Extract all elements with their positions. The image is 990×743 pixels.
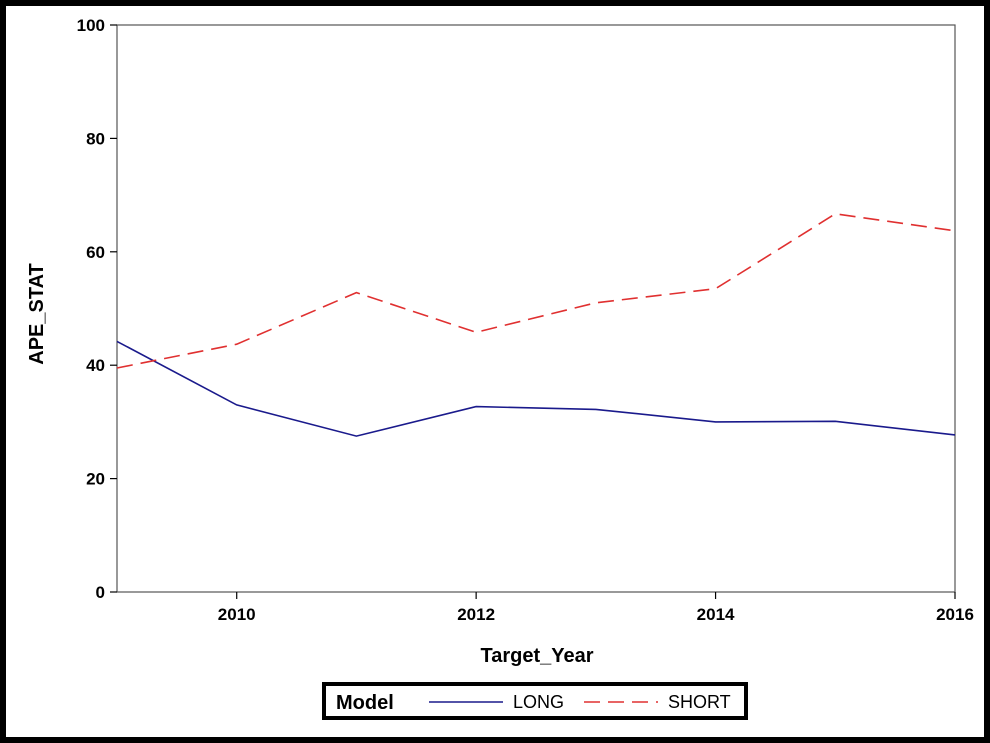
chart-frame: 0 20 40 60 80 100 2010 2012 2014 2016 Target_Yea… bbox=[6, 6, 984, 737]
y-tick-label: 0 bbox=[96, 583, 105, 602]
series-line-short bbox=[116, 212, 956, 369]
x-axis-ticks: 2010 2012 2014 2016 bbox=[218, 592, 974, 624]
legend-title: Model bbox=[336, 692, 394, 714]
x-tick-label: 2012 bbox=[457, 605, 495, 624]
y-tick-label: 60 bbox=[86, 243, 105, 262]
y-axis-title: APE_STAT bbox=[26, 263, 48, 365]
x-tick-label: 2010 bbox=[218, 605, 256, 624]
y-tick-label: 80 bbox=[86, 129, 105, 148]
x-tick-label: 2016 bbox=[936, 605, 974, 624]
y-tick-label: 20 bbox=[86, 470, 105, 489]
series-layer bbox=[116, 212, 956, 437]
legend-label-short: SHORT bbox=[668, 692, 731, 712]
y-tick-label: 100 bbox=[77, 16, 105, 35]
legend: Model LONG SHORT bbox=[322, 682, 748, 720]
y-tick-label: 40 bbox=[86, 356, 105, 375]
x-tick-label: 2014 bbox=[697, 605, 735, 624]
plot-area bbox=[116, 24, 956, 593]
y-axis-ticks: 0 20 40 60 80 100 bbox=[77, 16, 117, 602]
legend-label-long: LONG bbox=[513, 692, 564, 712]
x-axis-title: Target_Year bbox=[480, 645, 593, 667]
line-chart: 0 20 40 60 80 100 2010 2012 2014 2016 Target_Yea… bbox=[26, 16, 974, 720]
legend-box bbox=[322, 682, 748, 720]
series-line-long bbox=[116, 340, 956, 437]
